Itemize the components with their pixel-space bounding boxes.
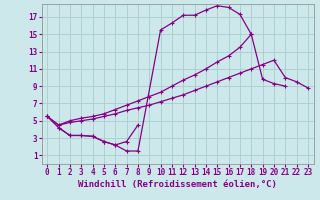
X-axis label: Windchill (Refroidissement éolien,°C): Windchill (Refroidissement éolien,°C) bbox=[78, 180, 277, 189]
